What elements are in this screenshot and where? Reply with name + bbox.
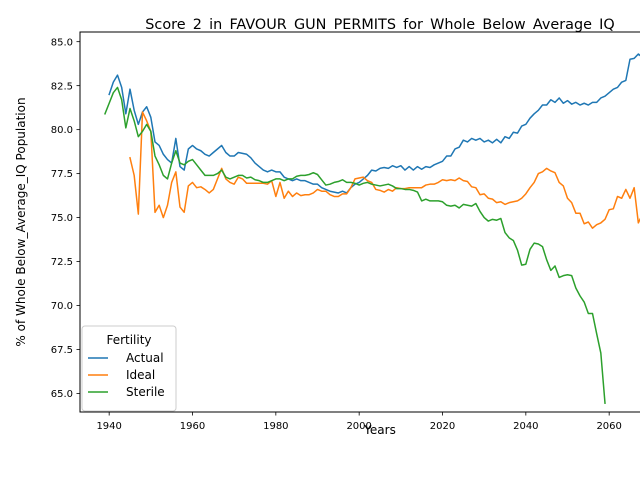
x-tick-label: 2000 <box>346 421 371 432</box>
y-axis: 65.0 67.5 70.0 72.5 75.0 77.5 80.0 82.5 85.0 <box>51 37 80 400</box>
y-tick-label: 67.5 <box>51 345 73 356</box>
y-axis-label: % of Whole Below_Average_IQ Population <box>14 97 28 346</box>
series-line-actual <box>108 53 640 194</box>
series-line-ideal <box>129 111 640 229</box>
y-tick-label: 82.5 <box>51 81 73 92</box>
legend: Fertility Actual Ideal Sterile <box>81 325 177 412</box>
chart-title: Score_2_in_FAVOUR_GUN_PERMITS_for_Whole_… <box>145 17 614 33</box>
legend-box <box>81 325 177 412</box>
legend-title: Fertility <box>106 333 151 347</box>
x-tick-label: 2020 <box>430 421 455 432</box>
legend-entries: Actual Ideal Sterile <box>88 351 165 399</box>
series-line-sterile <box>104 86 606 405</box>
y-tick-label: 75.0 <box>51 213 73 224</box>
x-tick-label: 1980 <box>263 421 288 432</box>
x-tick-label: 1960 <box>180 421 205 432</box>
x-axis: 1940 1960 1980 2000 2020 2040 2060 <box>96 412 622 432</box>
x-tick-label: 2040 <box>513 421 538 432</box>
x-tick-label: 1940 <box>96 421 121 432</box>
plot-area <box>104 53 640 405</box>
legend-label-actual: Actual <box>126 351 164 365</box>
y-tick-label: 77.5 <box>51 169 73 180</box>
x-axis-label: Years <box>363 423 396 437</box>
y-tick-label: 65.0 <box>51 389 73 400</box>
legend-label-sterile: Sterile <box>126 385 165 399</box>
legend-label-ideal: Ideal <box>126 368 155 382</box>
x-tick-label: 2060 <box>596 421 621 432</box>
y-tick-label: 80.0 <box>51 125 73 136</box>
y-tick-label: 72.5 <box>51 257 73 268</box>
y-tick-label: 85.0 <box>51 37 73 48</box>
y-tick-label: 70.0 <box>51 301 73 312</box>
axes-frame <box>79 31 640 413</box>
